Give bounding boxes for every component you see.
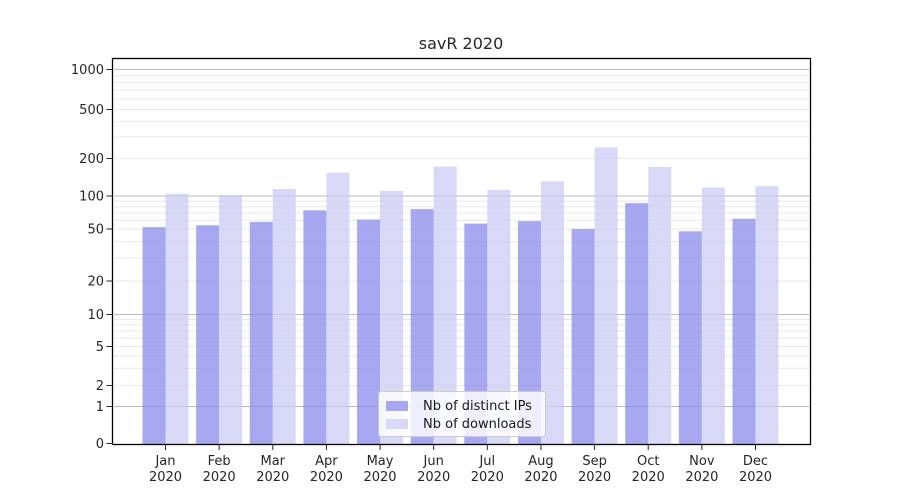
plot-border <box>111 57 812 446</box>
x-tick-label-month: Jul <box>478 454 495 469</box>
x-tick-label-month: Jan <box>154 454 175 469</box>
x-tick-label-month: Dec <box>743 454 768 469</box>
bar-nb-of-distinct-ips-may <box>357 219 381 444</box>
bar-nb-of-distinct-ips-feb <box>196 225 220 444</box>
y-tick-label: 50 <box>87 223 104 238</box>
x-tick-label-year: 2020 <box>685 470 718 485</box>
x-tick-label-year: 2020 <box>739 470 772 485</box>
bar-nb-of-distinct-ips-jan <box>142 227 166 444</box>
legend-swatch-downloads <box>386 419 408 429</box>
x-tick-label-month: Oct <box>637 454 659 469</box>
y-tick-label: 200 <box>79 152 104 167</box>
bar-nb-of-downloads-nov <box>701 187 725 445</box>
legend: Nb of distinct IPs Nb of downloads <box>378 391 546 437</box>
x-tick-label-year: 2020 <box>149 470 182 485</box>
y-tick-label: 5 <box>96 340 104 355</box>
x-tick-label-year: 2020 <box>632 470 665 485</box>
x-tick-label-year: 2020 <box>203 470 236 485</box>
bar-nb-of-distinct-ips-sep <box>571 229 595 444</box>
y-tick-label: 1000 <box>71 63 104 78</box>
y-tick-label: 100 <box>79 190 104 205</box>
y-tick-label: 500 <box>79 103 104 118</box>
x-tick-label-month: May <box>367 454 394 469</box>
x-tick-label-year: 2020 <box>417 470 450 485</box>
x-tick-label-year: 2020 <box>256 470 289 485</box>
x-tick-label-month: Mar <box>261 454 286 469</box>
x-tick-label-year: 2020 <box>363 470 396 485</box>
bar-nb-of-downloads-sep <box>594 147 618 444</box>
bar-nb-of-distinct-ips-mar <box>249 221 273 444</box>
bar-nb-of-downloads-apr <box>326 172 350 444</box>
bar-nb-of-distinct-ips-nov <box>678 231 702 444</box>
bar-nb-of-distinct-ips-jun <box>410 209 434 444</box>
chart-title: savR 2020 <box>419 34 504 53</box>
x-tick-label-month: Apr <box>315 454 338 469</box>
bar-nb-of-distinct-ips-aug <box>517 221 541 444</box>
bar-nb-of-downloads-aug <box>540 181 564 445</box>
x-tick-label-year: 2020 <box>524 470 557 485</box>
legend-swatch-distinct-ips <box>386 401 408 411</box>
legend-label-distinct-ips: Nb of distinct IPs <box>423 398 532 414</box>
legend-label-downloads: Nb of downloads <box>423 416 532 432</box>
x-tick-label-month: Sep <box>582 454 607 469</box>
legend-item-downloads: Nb of downloads <box>386 415 545 433</box>
bar-nb-of-distinct-ips-apr <box>303 210 327 444</box>
bar-nb-of-downloads-jun <box>433 166 457 445</box>
x-tick-label-month: Aug <box>528 454 553 469</box>
bar-nb-of-downloads-may <box>380 190 404 444</box>
bar-nb-of-distinct-ips-oct <box>625 203 649 444</box>
bar-nb-of-downloads-dec <box>755 186 779 444</box>
bar-nb-of-downloads-mar <box>272 188 296 444</box>
x-tick-label-month: Jun <box>423 454 444 469</box>
x-tick-label-month: Nov <box>689 454 715 469</box>
x-tick-label-year: 2020 <box>471 470 504 485</box>
legend-item-distinct-ips: Nb of distinct IPs <box>386 397 545 415</box>
bar-nb-of-downloads-feb <box>219 194 243 444</box>
x-tick-label-month: Feb <box>208 454 231 469</box>
y-tick-label: 1 <box>96 400 104 415</box>
y-tick-label: 20 <box>87 275 104 290</box>
bar-nb-of-downloads-oct <box>648 166 672 444</box>
y-tick-label: 0 <box>96 437 104 452</box>
y-tick-label: 2 <box>96 379 104 394</box>
bar-nb-of-distinct-ips-dec <box>732 218 756 444</box>
bar-nb-of-downloads-jul <box>487 189 511 444</box>
x-tick-label-year: 2020 <box>310 470 343 485</box>
bar-nb-of-distinct-ips-jul <box>464 223 488 444</box>
bar-nb-of-downloads-jan <box>165 193 189 444</box>
y-tick-label: 10 <box>87 308 104 323</box>
x-tick-label-year: 2020 <box>578 470 611 485</box>
